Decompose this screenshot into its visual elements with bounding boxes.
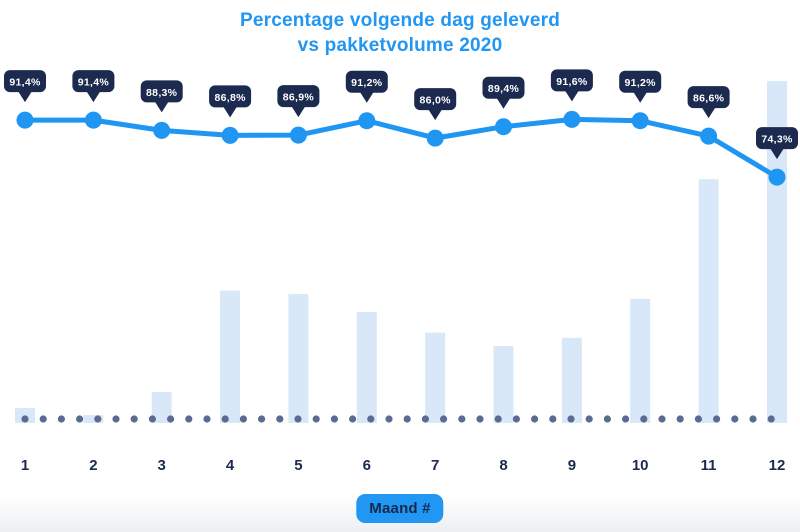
volume-bar-month-4: [220, 290, 241, 423]
svg-text:91,4%: 91,4%: [9, 77, 41, 89]
volume-bar-month-6: [356, 311, 377, 424]
value-badge-month-2: 91,4%: [72, 70, 115, 103]
line-point-month-7: [426, 129, 444, 147]
line-point-month-6: [358, 112, 376, 130]
value-badge-month-7: 86,0%: [414, 88, 457, 121]
line-point-month-1: [16, 111, 34, 129]
svg-text:74,3%: 74,3%: [761, 134, 793, 146]
svg-text:86,0%: 86,0%: [420, 95, 452, 107]
svg-text:88,3%: 88,3%: [146, 87, 178, 99]
svg-text:91,2%: 91,2%: [625, 77, 657, 89]
chart-title-line2: vs pakketvolume 2020: [297, 35, 503, 56]
line-point-month-9: [563, 110, 581, 128]
line-point-month-10: [631, 112, 649, 130]
volume-bar-month-10: [630, 298, 651, 423]
volume-bar-month-3: [151, 391, 172, 423]
x-tick-2: 2: [89, 457, 97, 474]
value-badge-month-4: 86,8%: [209, 85, 252, 118]
chart-title-line1: Percentage volgende dag geleverd: [239, 10, 560, 31]
volume-bar-month-5: [288, 294, 309, 423]
svg-text:91,6%: 91,6%: [556, 76, 588, 88]
x-tick-4: 4: [226, 457, 235, 474]
value-badge-month-9: 91,6%: [550, 69, 593, 102]
volume-bar-month-9: [561, 337, 582, 423]
x-tick-5: 5: [294, 457, 302, 474]
line-point-month-12: [768, 168, 786, 186]
value-badge-month-3: 88,3%: [140, 80, 183, 113]
value-badge-month-11: 86,6%: [687, 86, 730, 119]
volume-bar-month-8: [493, 346, 514, 424]
volume-bar-month-7: [425, 332, 446, 423]
svg-text:89,4%: 89,4%: [488, 83, 520, 95]
x-tick-6: 6: [363, 457, 371, 474]
x-tick-10: 10: [632, 457, 649, 474]
value-badge-month-1: 91,4%: [4, 70, 46, 103]
x-tick-11: 11: [701, 457, 717, 474]
value-badge-month-5: 86,9%: [277, 85, 320, 118]
line-point-month-11: [700, 127, 718, 145]
percentage-line: [22, 116, 780, 180]
volume-bar-month-11: [698, 179, 719, 423]
volume-bar-month-12: [767, 81, 787, 423]
svg-text:86,8%: 86,8%: [214, 92, 246, 104]
svg-text:91,4%: 91,4%: [78, 77, 110, 89]
value-badge-month-8: 89,4%: [482, 76, 525, 109]
value-badge-month-12: 74,3%: [756, 127, 798, 160]
svg-text:86,6%: 86,6%: [693, 93, 725, 105]
x-tick-8: 8: [499, 457, 507, 474]
volume-bar-month-2: [83, 415, 104, 423]
chart-title: Percentage volgende dag geleverd vs pakk…: [0, 8, 800, 58]
x-tick-9: 9: [568, 457, 576, 474]
line-point-month-3: [153, 121, 171, 139]
x-tick-3: 3: [158, 457, 166, 474]
x-tick-1: 1: [21, 457, 29, 474]
svg-text:91,2%: 91,2%: [351, 77, 383, 89]
line-point-month-8: [495, 118, 512, 136]
value-badge-month-6: 91,2%: [345, 70, 388, 103]
line-point-month-5: [289, 126, 307, 144]
line-point-month-4: [221, 126, 239, 144]
x-axis-label-badge: Maand #: [356, 494, 444, 523]
dotted-baseline: [21, 415, 775, 423]
value-badge-month-10: 91,2%: [619, 70, 662, 103]
line-point-month-2: [84, 111, 102, 129]
x-tick-7: 7: [431, 457, 439, 474]
x-tick-12: 12: [769, 457, 786, 474]
svg-text:86,9%: 86,9%: [283, 92, 315, 104]
